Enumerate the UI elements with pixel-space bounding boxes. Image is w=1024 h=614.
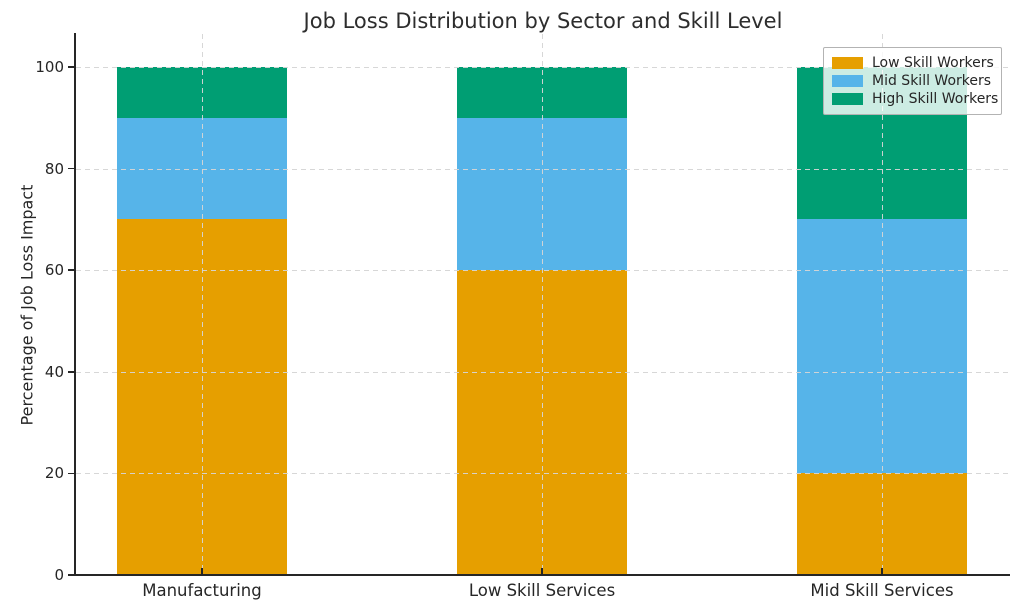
legend-swatch-high-skill-workers	[832, 93, 863, 105]
chart-title: Job Loss Distribution by Sector and Skil…	[303, 9, 783, 33]
legend-item: Low Skill Workers	[832, 55, 994, 71]
y-axis-label: Percentage of Job Loss Impact	[17, 184, 37, 426]
y-tick-mark	[68, 371, 75, 373]
y-tick-label: 40	[44, 362, 64, 381]
horizontal-gridline	[76, 67, 1010, 68]
horizontal-gridline	[76, 473, 1010, 475]
horizontal-gridline	[76, 168, 1010, 170]
legend-item: High Skill Workers	[832, 91, 998, 107]
x-tick-mark	[881, 568, 883, 575]
y-tick-mark	[68, 574, 75, 576]
legend-swatch-low-skill-workers	[832, 57, 863, 69]
x-tick-label: Low Skill Services	[468, 581, 616, 600]
vertical-gridline	[202, 34, 203, 575]
y-tick-label: 0	[54, 566, 64, 584]
vertical-gridline	[542, 34, 543, 575]
legend-swatch-mid-skill-workers	[832, 75, 863, 87]
plot-area	[68, 34, 1010, 576]
x-tick-label: Mid Skill Services	[810, 581, 954, 600]
y-tick-label: 20	[44, 464, 64, 483]
legend: Low Skill Workers Mid Skill Workers High S…	[823, 47, 1002, 115]
x-tick-label: Manufacturing	[142, 581, 262, 600]
y-tick-mark	[68, 269, 75, 271]
vertical-gridline	[882, 34, 883, 575]
y-tick-mark	[68, 472, 75, 475]
legend-label: High Skill Workers	[872, 91, 999, 107]
legend-label: Mid Skill Workers	[872, 73, 992, 89]
y-tick-label: 60	[44, 261, 64, 280]
y-tick-mark	[68, 66, 75, 68]
horizontal-gridline	[76, 270, 1010, 272]
y-axis-spine	[74, 33, 77, 576]
x-tick-mark	[541, 568, 543, 575]
y-tick-label: 100	[35, 58, 64, 76]
legend-label: Low Skill Workers	[872, 55, 994, 71]
y-tick-label: 80	[44, 159, 64, 178]
legend-item: Mid Skill Workers	[832, 73, 991, 89]
y-tick-mark	[68, 167, 75, 170]
x-tick-mark	[201, 568, 203, 575]
horizontal-gridline	[76, 371, 1010, 373]
